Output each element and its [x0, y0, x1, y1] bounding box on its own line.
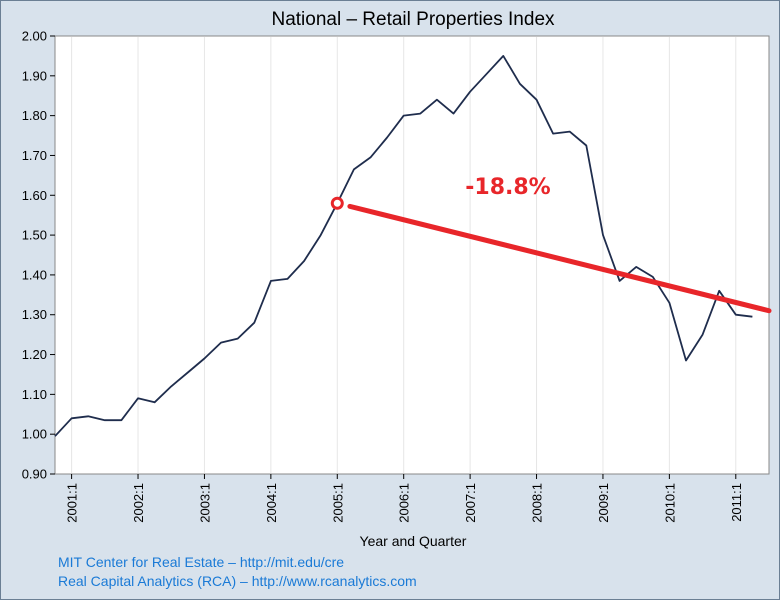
- x-axis-title: Year and Quarter: [360, 533, 467, 549]
- x-axis: 2001:1 2002:1 2003:1 2004:1 2005:1 2006:1 2007…: [65, 474, 744, 523]
- y-tick-label-1: 1.00: [22, 427, 47, 442]
- y-tick-label-5: 1.40: [22, 267, 47, 282]
- y-tick-label-4: 1.30: [22, 307, 47, 322]
- annotation-label: -18.8%: [465, 175, 550, 200]
- y-tick-label-9: 1.80: [22, 108, 47, 123]
- trend-group: [330, 196, 772, 314]
- x-tick-label-2: 2003:1: [197, 483, 212, 523]
- trend-line: [347, 203, 772, 314]
- source-credit-rca: Real Capital Analytics (RCA) – http://ww…: [58, 573, 417, 589]
- y-tick-label-3: 1.20: [22, 347, 47, 362]
- source-credit-mit: MIT Center for Real Estate – http://mit.…: [58, 554, 345, 570]
- x-tick-label-9: 2010:1: [662, 483, 677, 523]
- series-group: [54, 55, 753, 437]
- x-tick-label-4: 2005:1: [330, 483, 345, 523]
- x-tick-label-8: 2009:1: [596, 483, 611, 523]
- x-tick-label-1: 2002:1: [131, 483, 146, 523]
- grid-lines: [71, 37, 737, 473]
- chart-title: National – Retail Properties Index: [271, 9, 555, 30]
- y-tick-label-2: 1.10: [22, 387, 47, 402]
- y-axis: 0.90 1.00 1.10 1.20 1.30 1.40 1.50 1.60 1.70 1.80…: [22, 29, 55, 482]
- x-tick-label-10: 2011:1: [729, 483, 744, 522]
- y-tick-label-10: 1.90: [22, 68, 47, 83]
- plot-area: [54, 35, 770, 475]
- y-tick-label-6: 1.50: [22, 228, 47, 243]
- x-tick-label-6: 2007:1: [463, 483, 478, 523]
- trend-start-marker: [330, 196, 344, 210]
- x-tick-label-5: 2006:1: [397, 483, 412, 523]
- x-tick-label-7: 2008:1: [530, 483, 545, 523]
- y-tick-label-0: 0.90: [22, 467, 47, 482]
- series-line-0: [54, 55, 753, 437]
- y-tick-label-11: 2.00: [22, 29, 47, 44]
- y-tick-label-7: 1.60: [22, 188, 47, 203]
- x-tick-label-3: 2004:1: [264, 483, 279, 523]
- y-tick-label-8: 1.70: [22, 148, 47, 163]
- x-tick-label-0: 2001:1: [65, 483, 80, 523]
